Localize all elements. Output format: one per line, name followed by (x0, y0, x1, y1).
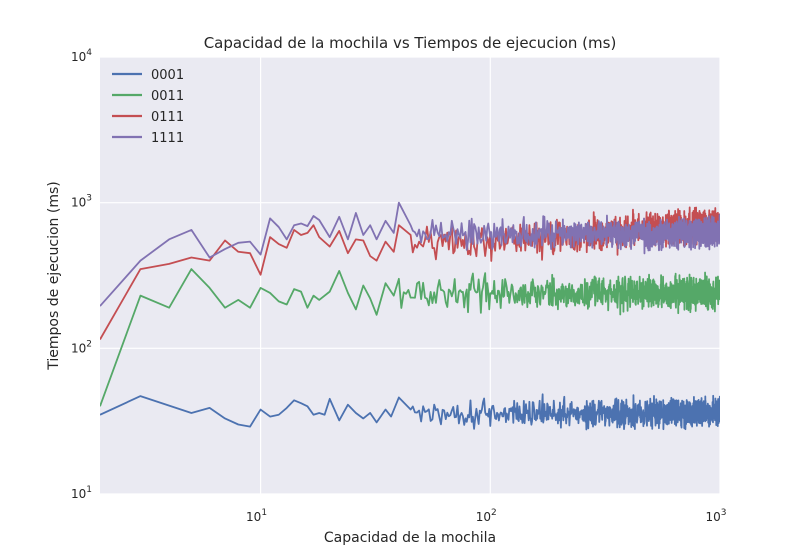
x-tick-label-1: 102 (476, 508, 497, 524)
x-axis-ticks: 101 102 103 (246, 508, 726, 524)
legend: 0001 0011 0111 1111 (112, 68, 184, 146)
grid (100, 56, 721, 495)
legend-label-0011: 0011 (151, 89, 184, 104)
x-tick-label-2: 103 (705, 508, 726, 524)
plot-area (100, 57, 720, 494)
y-tick-label-2: 103 (71, 194, 92, 210)
series-line-0011 (100, 268, 720, 407)
legend-label-0111: 0111 (151, 110, 184, 125)
y-tick-label-3: 104 (71, 48, 92, 64)
y-axis-label: Tiempos de ejecucion (ms) (46, 181, 62, 370)
series-line-0001 (100, 393, 720, 431)
y-axis-ticks: 101 102 103 104 (71, 48, 92, 501)
x-axis-label: Capacidad de la mochila (324, 530, 496, 546)
legend-label-1111: 1111 (151, 131, 184, 146)
y-tick-label-1: 102 (71, 339, 92, 355)
x-tick-label-0: 101 (246, 508, 267, 524)
y-tick-label-0: 101 (71, 485, 92, 501)
legend-label-0001: 0001 (151, 68, 184, 83)
series-group (100, 201, 720, 431)
series-line-1111 (100, 201, 720, 307)
chart-title: Capacidad de la mochila vs Tiempos de ej… (204, 34, 617, 52)
